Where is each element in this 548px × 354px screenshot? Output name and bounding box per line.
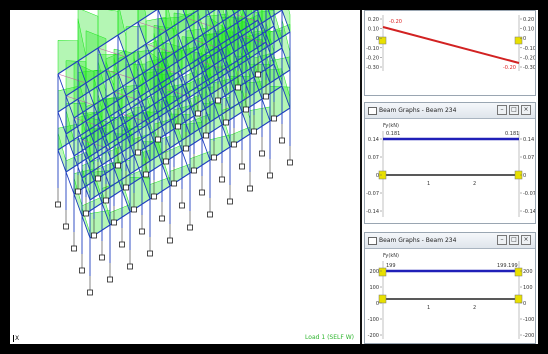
beam-graph-plot-bottom: Fy(kN) 199 199.199 1 2 200 100 0 -100 -200 2…	[368, 253, 534, 339]
right-tick-label-0: 0.14	[523, 137, 534, 143]
y-tick-label-2: 0	[376, 301, 379, 307]
left-value-label: 0.181	[386, 131, 400, 137]
unit-label: Fy(kN)	[383, 123, 399, 129]
x-tick-1: 1	[427, 305, 430, 311]
minimize-button[interactable]: –	[497, 235, 507, 245]
maximize-button[interactable]: □	[509, 105, 519, 115]
right-tick-label-1: 0.07	[523, 155, 534, 161]
y-tick-label-3: -0.07	[366, 191, 379, 197]
y-tick-label-4: -0.14	[366, 209, 379, 215]
window-title: Beam Graphs - Beam 234	[379, 107, 457, 114]
minimize-button[interactable]: –	[497, 105, 507, 115]
right-tick-label-3: -0.07	[523, 191, 535, 197]
y-tick-label-1: 0.10	[368, 27, 379, 33]
right-value-label: 199.199	[497, 263, 518, 269]
axis-triad-label: X	[13, 335, 20, 342]
y-tick-label-4: -0.20	[366, 55, 379, 61]
support-marker-left	[378, 36, 387, 45]
support-marker-left	[378, 170, 387, 180]
y-tick-label-2: 0	[376, 173, 379, 179]
beam-graph-plot-mid: Fy(kN) 0.181 0.181 1 2 0.14 0.07 0 -0.07 -0.…	[366, 123, 535, 217]
close-button[interactable]: ×	[521, 235, 531, 245]
beam-graph-window-top[interactable]: -0.20 -0.20 0.20 0.10 0 -0.10 -0.20 -0.30 0.2…	[364, 10, 536, 96]
support-marker-left	[378, 267, 387, 277]
x-tick-1: 1	[427, 181, 430, 187]
y-tick-label-0: 200	[369, 269, 379, 275]
window-titlebar[interactable]: Beam Graphs - Beam 234 – □ ×	[365, 233, 535, 249]
right-tick-label-1: 100	[523, 285, 533, 291]
right-tick-label-2: 0	[523, 173, 526, 179]
right-tick-label-3: -0.10	[523, 46, 535, 52]
support-nodes	[55, 58, 293, 296]
right-value-label: 0.181	[505, 131, 519, 137]
right-tick-label-0: 200	[523, 269, 533, 275]
y-tick-label-1: 100	[369, 285, 379, 291]
y-tick-label-0: 0.14	[368, 137, 379, 143]
roof-bracing	[57, 13, 271, 150]
right-tick-label-4: -0.14	[523, 209, 535, 215]
split-divider[interactable]	[360, 10, 362, 344]
beam-graph-window-mid[interactable]: Beam Graphs - Beam 234 – □ × Fy(kN) 0.18…	[364, 102, 536, 224]
support-marker-right	[514, 36, 523, 45]
right-tick-label-0: 0.20	[523, 17, 534, 23]
y-tick-label-2: 0	[376, 36, 379, 42]
x-tick-2: 2	[473, 305, 476, 311]
beam-graph-panels: -0.20 -0.20 0.20 0.10 0 -0.10 -0.20 -0.30 0.2…	[362, 10, 538, 344]
beam-graph-window-bottom[interactable]: Beam Graphs - Beam 234 – □ × Fy(kN) 199 …	[364, 232, 536, 344]
close-button[interactable]: ×	[521, 105, 531, 115]
left-value-label: -0.20	[389, 19, 402, 25]
y-tick-label-4: -200	[368, 333, 379, 339]
maximize-button[interactable]: □	[509, 235, 519, 245]
right-value-label: -0.20	[503, 65, 516, 71]
frame-members	[57, 10, 291, 276]
support-marker-right-2	[514, 294, 523, 304]
model-viewport[interactable]: X Load 1 (SELF W)	[10, 10, 360, 344]
right-tick-label-2: 0	[523, 36, 526, 42]
right-tick-label-5: -0.30	[523, 65, 535, 71]
window-title: Beam Graphs - Beam 234	[379, 237, 457, 244]
support-marker-right	[514, 267, 523, 277]
window-icon	[368, 107, 377, 115]
y-tick-label-5: -0.30	[366, 65, 379, 71]
y-tick-label-3: -0.10	[366, 46, 379, 52]
window-titlebar[interactable]: Beam Graphs - Beam 234 – □ ×	[365, 103, 535, 119]
right-tick-label-4: -200	[523, 333, 534, 339]
right-tick-label-2: 0	[523, 301, 526, 307]
right-tick-label-1: 0.10	[523, 27, 534, 33]
y-tick-label-3: -100	[368, 317, 379, 323]
window-icon	[368, 237, 377, 245]
y-tick-label-0: 0.20	[368, 17, 379, 23]
unit-label: Fy(kN)	[383, 253, 399, 259]
y-tick-label-1: 0.07	[368, 155, 379, 161]
beam-graph-plot-top: -0.20 -0.20 0.20 0.10 0 -0.10 -0.20 -0.30 0.2…	[366, 15, 535, 71]
x-tick-2: 2	[473, 181, 476, 187]
load-case-status: Load 1 (SELF W)	[305, 334, 354, 341]
right-tick-label-4: -0.20	[523, 55, 535, 61]
support-marker-left-2	[378, 294, 387, 304]
right-tick-label-3: -100	[523, 317, 534, 323]
force-diagram-line	[382, 26, 520, 64]
structure-model-3d[interactable]	[10, 10, 360, 344]
left-value-label: 199	[386, 263, 396, 269]
